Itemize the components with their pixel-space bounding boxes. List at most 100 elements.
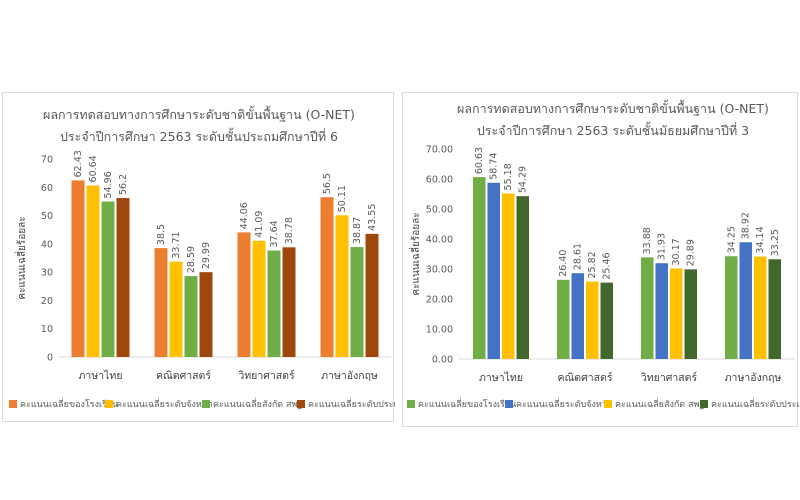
legend-swatch	[700, 400, 708, 408]
bar	[754, 256, 767, 359]
bar	[335, 215, 349, 357]
chart-panel-secondary: ผลการทดสอบทางการศึกษาระดับชาติขั้นพื้นฐา…	[402, 92, 799, 427]
data-label: 33.71	[171, 231, 182, 258]
bar	[154, 248, 168, 357]
y-tick-label: 60.00	[426, 175, 453, 186]
x-category-label: คณิตศาสตร์	[557, 371, 612, 384]
data-label: 56.5	[322, 173, 333, 194]
data-label: 29.89	[686, 239, 697, 266]
y-tick-label: 60	[41, 183, 53, 194]
bar	[641, 257, 654, 359]
chart-title: ผลการทดสอบทางการศึกษาระดับชาติขั้นพื้นฐา…	[457, 99, 769, 116]
bar	[101, 201, 115, 357]
data-label: 38.5	[156, 224, 167, 245]
legend-label: คะแนนเฉลี่ยระดับจังหวัด	[516, 397, 613, 410]
y-tick-label: 50.00	[426, 205, 453, 216]
bar	[282, 247, 296, 357]
bar	[365, 233, 379, 357]
x-category-label: ภาษาไทย	[479, 371, 523, 384]
y-tick-label: 0.00	[432, 355, 453, 366]
data-label: 33.25	[770, 229, 781, 256]
legend-swatch	[105, 400, 113, 408]
bar	[739, 242, 752, 359]
legend-swatch	[505, 400, 513, 408]
bar	[184, 276, 198, 357]
bar	[600, 282, 613, 359]
legend-label: คะแนนเฉลี่ยของโรงเรียน	[418, 397, 516, 410]
bar	[768, 259, 781, 359]
bar	[116, 198, 130, 357]
data-label: 38.92	[741, 212, 752, 239]
data-label: 34.14	[755, 226, 766, 253]
y-tick-label: 40	[41, 239, 53, 250]
legend-label: คะแนนเฉลี่ยสังกัด สพฐ.	[615, 397, 707, 410]
y-tick-label: 30.00	[426, 265, 453, 276]
chart-secondary-svg: ผลการทดสอบทางการศึกษาระดับชาติขั้นพื้นฐา…	[407, 99, 799, 410]
y-tick-label: 10.00	[426, 325, 453, 336]
data-label: 56.2	[118, 174, 129, 195]
bar	[684, 269, 697, 359]
legend-swatch	[604, 400, 612, 408]
bar	[502, 193, 515, 359]
bar	[725, 256, 738, 359]
bar	[71, 180, 85, 357]
data-label: 60.63	[474, 147, 485, 174]
x-category-label: ภาษาอังกฤษ	[725, 372, 782, 384]
data-label: 28.61	[573, 243, 584, 270]
chart-subtitle: ประจำปีการศึกษา 2563 ระดับชั้นมัธยมศึกษา…	[477, 121, 749, 138]
data-label: 31.93	[657, 233, 668, 260]
bar	[237, 232, 251, 357]
chart-primary-svg: ผลการทดสอบทางการศึกษาระดับชาติขั้นพื้นฐา…	[9, 105, 395, 410]
y-axis-label: คะแนนเฉลี่ยร้อยละ	[14, 216, 28, 299]
data-label: 54.96	[103, 171, 114, 198]
chart-subtitle: ประจำปีการศึกษา 2563 ระดับชั้นประถมศึกษา…	[60, 127, 338, 144]
y-tick-label: 20	[41, 296, 53, 307]
data-label: 41.09	[254, 211, 265, 238]
legend-swatch	[297, 400, 305, 408]
data-label: 29.99	[201, 242, 212, 269]
legend-swatch	[202, 400, 210, 408]
legend-label: คะแนนเฉลี่ยระดับประเทศ	[308, 397, 395, 410]
bar	[252, 240, 266, 357]
bar	[320, 197, 334, 357]
bar	[350, 247, 364, 357]
data-label: 34.25	[726, 226, 737, 253]
data-label: 37.64	[269, 220, 280, 247]
y-axis-label: คะแนนเฉลี่ยร้อยละ	[408, 212, 422, 295]
y-tick-label: 20.00	[426, 295, 453, 306]
data-label: 25.82	[587, 251, 598, 278]
bar	[199, 272, 213, 357]
bar	[267, 250, 281, 357]
data-label: 58.74	[489, 153, 500, 180]
bar	[86, 185, 100, 357]
bar	[169, 261, 183, 357]
bar	[557, 279, 570, 359]
y-tick-label: 10	[41, 324, 53, 335]
x-category-label: คณิตศาสตร์	[156, 369, 211, 382]
data-label: 43.55	[367, 204, 378, 231]
bar	[516, 196, 529, 359]
data-label: 28.59	[186, 246, 197, 273]
bar	[571, 273, 584, 359]
data-label: 55.18	[503, 163, 514, 190]
data-label: 44.06	[239, 202, 250, 229]
x-category-label: ภาษาอังกฤษ	[321, 370, 378, 382]
legend-label: คะแนนเฉลี่ยระดับจังหวัด	[116, 397, 213, 410]
legend-label: คะแนนเฉลี่ยระดับประเทศ	[711, 397, 799, 410]
y-tick-label: 50	[41, 211, 53, 222]
data-label: 38.87	[352, 217, 363, 244]
data-label: 50.11	[337, 185, 348, 212]
x-category-label: วิทยาศาสตร์	[641, 371, 698, 384]
data-label: 54.29	[518, 166, 529, 193]
data-label: 25.46	[602, 252, 613, 279]
y-tick-label: 70.00	[426, 145, 453, 156]
bar	[473, 177, 486, 359]
data-label: 38.78	[284, 217, 295, 244]
chart-title: ผลการทดสอบทางการศึกษาระดับชาติขั้นพื้นฐา…	[43, 105, 355, 122]
legend-swatch	[9, 400, 17, 408]
x-category-label: ภาษาไทย	[79, 369, 123, 382]
bar	[655, 263, 668, 359]
data-label: 62.43	[73, 150, 84, 177]
y-tick-label: 70	[41, 155, 53, 166]
data-label: 26.40	[558, 250, 569, 277]
